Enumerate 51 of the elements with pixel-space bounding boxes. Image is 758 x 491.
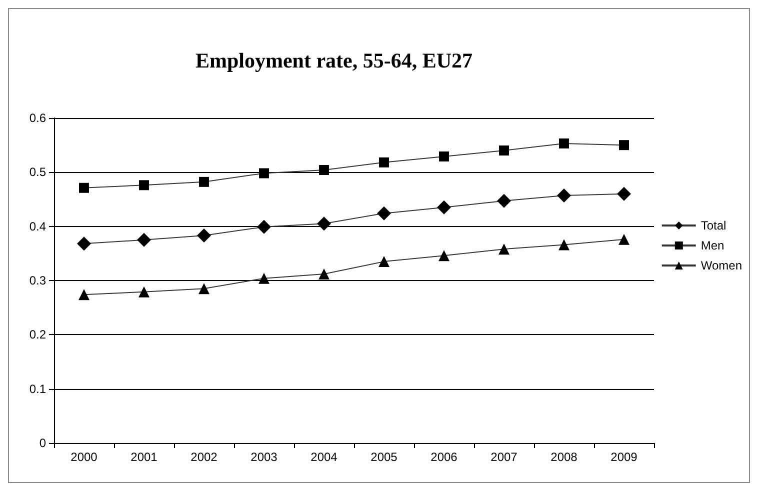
y-tick-label: 0.2 bbox=[29, 328, 46, 342]
point bbox=[138, 286, 150, 298]
point bbox=[498, 244, 510, 255]
point bbox=[559, 138, 569, 148]
point bbox=[439, 151, 449, 162]
point bbox=[257, 220, 271, 234]
point bbox=[617, 186, 631, 201]
point bbox=[258, 272, 270, 284]
x-tick-label: 2000 bbox=[70, 450, 98, 464]
x-tick-label: 2007 bbox=[490, 450, 518, 464]
x-tick-label: 2002 bbox=[190, 450, 218, 464]
x-tick-label: 2005 bbox=[370, 450, 398, 464]
point bbox=[499, 146, 509, 156]
point bbox=[557, 188, 571, 202]
y-tick-label: 0.4 bbox=[29, 219, 46, 234]
point bbox=[79, 182, 89, 193]
point bbox=[437, 200, 451, 214]
point bbox=[199, 176, 209, 187]
point bbox=[377, 206, 391, 220]
point bbox=[259, 168, 269, 178]
x-tick-label: 2006 bbox=[430, 450, 458, 464]
x-tick-label: 2003 bbox=[250, 450, 278, 464]
point bbox=[497, 194, 511, 208]
point bbox=[137, 232, 151, 247]
y-tick-label: 0.5 bbox=[29, 165, 46, 180]
x-tick-label: 2004 bbox=[310, 450, 338, 464]
point bbox=[198, 283, 210, 294]
x-tick-label: 2008 bbox=[550, 450, 578, 464]
y-tick-label: 0.6 bbox=[29, 111, 46, 125]
point bbox=[318, 268, 330, 280]
y-tick-label: 0.1 bbox=[29, 382, 46, 396]
legend-label: Women bbox=[700, 258, 742, 272]
point bbox=[317, 216, 331, 231]
point bbox=[618, 234, 630, 245]
point bbox=[619, 140, 629, 150]
point bbox=[77, 236, 91, 251]
legend-label: Total bbox=[700, 218, 726, 232]
chart-title: Employment rate, 55-64, EU27 bbox=[195, 48, 473, 72]
point bbox=[378, 256, 390, 268]
point bbox=[379, 157, 389, 168]
y-tick-label: 0 bbox=[39, 436, 46, 450]
point bbox=[558, 239, 570, 250]
x-tick-label: 2009 bbox=[610, 450, 638, 464]
x-tick-label: 2001 bbox=[130, 450, 158, 464]
point bbox=[139, 180, 149, 190]
point bbox=[78, 289, 90, 300]
y-tick-label: 0.3 bbox=[29, 274, 46, 288]
point bbox=[438, 250, 450, 262]
legend-label: Men bbox=[700, 238, 724, 252]
point bbox=[319, 165, 329, 175]
point bbox=[197, 228, 211, 243]
